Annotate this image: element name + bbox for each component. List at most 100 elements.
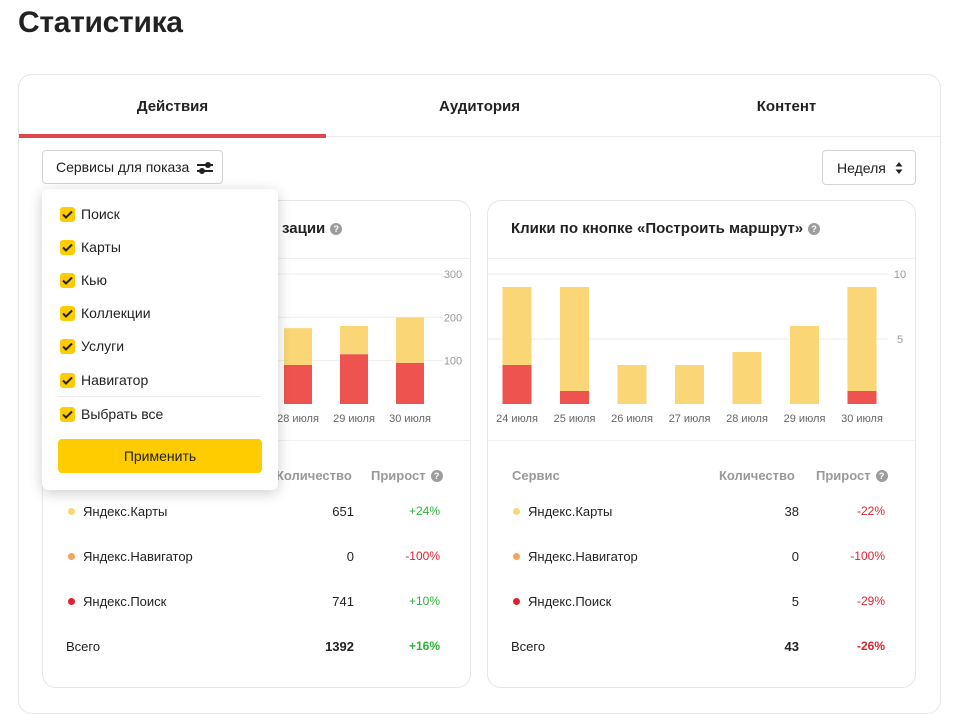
checkbox-checked-icon[interactable]	[60, 272, 75, 288]
option-select-all[interactable]: Выбрать все	[60, 404, 163, 424]
divider	[488, 258, 915, 259]
help-icon[interactable]: ?	[808, 223, 821, 235]
growth-header-label: Прирост	[371, 468, 426, 483]
table-row: Яндекс.Навигатор 0 -100%	[488, 547, 917, 567]
series-dot	[68, 598, 75, 605]
card-title: Клики по кнопке «Построить маршрут»?	[511, 220, 821, 237]
checkbox-checked-icon[interactable]	[60, 305, 75, 321]
x-tick-label: 30 июля	[841, 413, 883, 425]
y-tick-label: 100	[444, 356, 462, 368]
page-title: Статистика	[18, 6, 183, 39]
bar-segment-search[interactable]	[284, 365, 312, 404]
total-growth: -26%	[856, 639, 885, 653]
bar-segment-maps[interactable]	[790, 326, 819, 404]
total-quantity: 43	[784, 639, 799, 654]
bar-segment-maps[interactable]	[340, 326, 368, 355]
option-label: Выбрать все	[81, 406, 164, 422]
series-dot	[513, 508, 520, 515]
y-tick-label: 10	[894, 269, 906, 281]
bar-segment-maps[interactable]	[847, 287, 877, 391]
quantity: 651	[332, 504, 354, 519]
bar-segment-maps[interactable]	[675, 365, 704, 404]
quantity: 5	[791, 594, 799, 609]
tab-actions[interactable]: Действия	[19, 75, 326, 138]
services-filter-button[interactable]: Сервисы для показа	[42, 150, 223, 184]
period-select[interactable]: Неделя	[822, 150, 916, 185]
total-quantity: 1392	[325, 639, 354, 654]
x-tick-label: 26 июля	[611, 413, 653, 425]
bar-segment-maps[interactable]	[617, 365, 647, 404]
card-title: зации?	[282, 220, 343, 237]
option-label: Кью	[81, 272, 107, 288]
total-growth: +16%	[408, 639, 440, 653]
series-dot	[68, 508, 75, 515]
option-q[interactable]: Кью	[60, 270, 107, 290]
divider	[488, 440, 915, 441]
bar-segment-search[interactable]	[847, 391, 877, 404]
growth-header-label: Прирост	[816, 468, 871, 483]
help-icon[interactable]: ?	[430, 470, 443, 482]
services-filter-label: Сервисы для показа	[56, 159, 190, 175]
bar-segment-search[interactable]	[502, 365, 532, 404]
service-name: Яндекс.Поиск	[528, 594, 612, 609]
y-tick-label: 200	[444, 312, 462, 324]
option-label: Поиск	[81, 206, 120, 222]
x-tick-label: 25 июля	[554, 413, 596, 425]
bar-segment-search[interactable]	[560, 391, 589, 404]
tab-label: Контент	[756, 97, 817, 115]
bar-segment-maps[interactable]	[560, 287, 589, 391]
tab-audience[interactable]: Аудитория	[326, 75, 633, 137]
option-label: Карты	[81, 239, 121, 255]
qty-header: Количество	[719, 468, 795, 483]
qty-header: Количество	[276, 468, 352, 483]
growth-header: Прирост?	[371, 468, 443, 483]
checkbox-checked-icon[interactable]	[60, 338, 75, 354]
growth: +10%	[408, 594, 440, 608]
total-label: Всего	[511, 639, 546, 654]
table-row: Яндекс.Навигатор 0 -100%	[43, 547, 472, 567]
divider	[58, 396, 261, 397]
table-row: Яндекс.Карты 651 +24%	[43, 502, 472, 522]
x-tick-label: 28 июля	[726, 413, 768, 425]
quantity: 0	[791, 549, 799, 564]
checkbox-checked-icon[interactable]	[60, 372, 75, 388]
table-row: Яндекс.Карты 38 -22%	[488, 502, 917, 522]
series-dot	[513, 553, 520, 560]
option-maps[interactable]: Карты	[60, 237, 121, 257]
tab-content[interactable]: Контент	[633, 75, 940, 137]
bar-segment-search[interactable]	[396, 362, 424, 404]
option-collections[interactable]: Коллекции	[60, 303, 151, 323]
bar-segment-maps[interactable]	[502, 287, 532, 365]
checkbox-checked-icon[interactable]	[60, 406, 75, 422]
help-icon[interactable]: ?	[330, 223, 343, 235]
service-name: Яндекс.Навигатор	[83, 549, 193, 564]
option-navigator[interactable]: Навигатор	[60, 370, 148, 390]
option-search[interactable]: Поиск	[60, 204, 120, 224]
help-icon[interactable]: ?	[875, 470, 888, 482]
sliders-icon	[197, 162, 213, 174]
series-dot	[513, 598, 520, 605]
apply-button[interactable]: Применить	[58, 439, 262, 473]
bar-segment-maps[interactable]	[396, 317, 424, 363]
service-name: Яндекс.Карты	[83, 504, 168, 519]
sort-arrows-icon	[895, 162, 903, 174]
quantity: 38	[784, 504, 799, 519]
checkbox-checked-icon[interactable]	[60, 239, 75, 255]
bar-segment-maps[interactable]	[732, 352, 762, 404]
growth: +24%	[408, 504, 440, 518]
x-tick-label: 29 июля	[333, 413, 375, 425]
bar-segment-search[interactable]	[340, 354, 368, 404]
option-label: Коллекции	[81, 305, 151, 321]
bar-segment-maps[interactable]	[284, 328, 312, 365]
y-tick-label: 300	[444, 269, 462, 281]
card-title-text: Клики по кнопке «Построить маршрут»	[511, 220, 804, 237]
option-services[interactable]: Услуги	[60, 336, 124, 356]
service-header: Сервис	[512, 468, 560, 483]
growth-header: Прирост?	[816, 468, 888, 483]
x-tick-label: 29 июля	[784, 413, 826, 425]
checkbox-checked-icon[interactable]	[60, 206, 75, 222]
table-total-row: Всего 1392 +16%	[43, 637, 472, 657]
right-bar-chart: 5 10 24 июля 25 июля 26 июля 27 июля 28 июля 29…	[488, 269, 906, 425]
tab-bar: Действия Аудитория Контент	[19, 75, 940, 138]
table-row: Яндекс.Поиск 5 -29%	[488, 592, 917, 612]
